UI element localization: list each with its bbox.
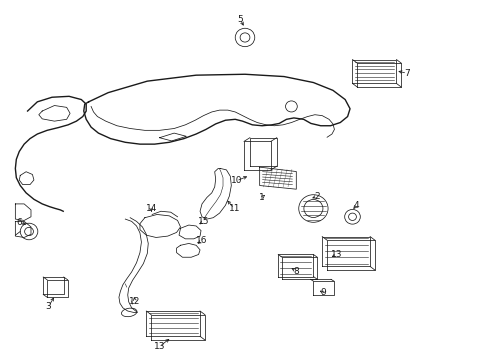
Text: 4: 4 [354, 201, 359, 210]
Text: 3: 3 [46, 302, 51, 311]
Text: 7: 7 [404, 69, 410, 78]
Text: 13: 13 [331, 250, 343, 259]
Text: 15: 15 [198, 217, 209, 226]
Text: 2: 2 [315, 192, 320, 201]
Text: 6: 6 [16, 218, 22, 227]
Text: 13: 13 [154, 342, 165, 351]
Text: 5: 5 [237, 15, 243, 24]
Text: 12: 12 [129, 297, 141, 306]
Text: 10: 10 [230, 176, 242, 185]
Text: 11: 11 [228, 204, 240, 213]
Text: 14: 14 [146, 204, 157, 213]
Text: 8: 8 [294, 266, 299, 275]
Text: 1: 1 [259, 193, 265, 202]
Text: 16: 16 [196, 236, 208, 245]
Text: 9: 9 [320, 288, 326, 297]
